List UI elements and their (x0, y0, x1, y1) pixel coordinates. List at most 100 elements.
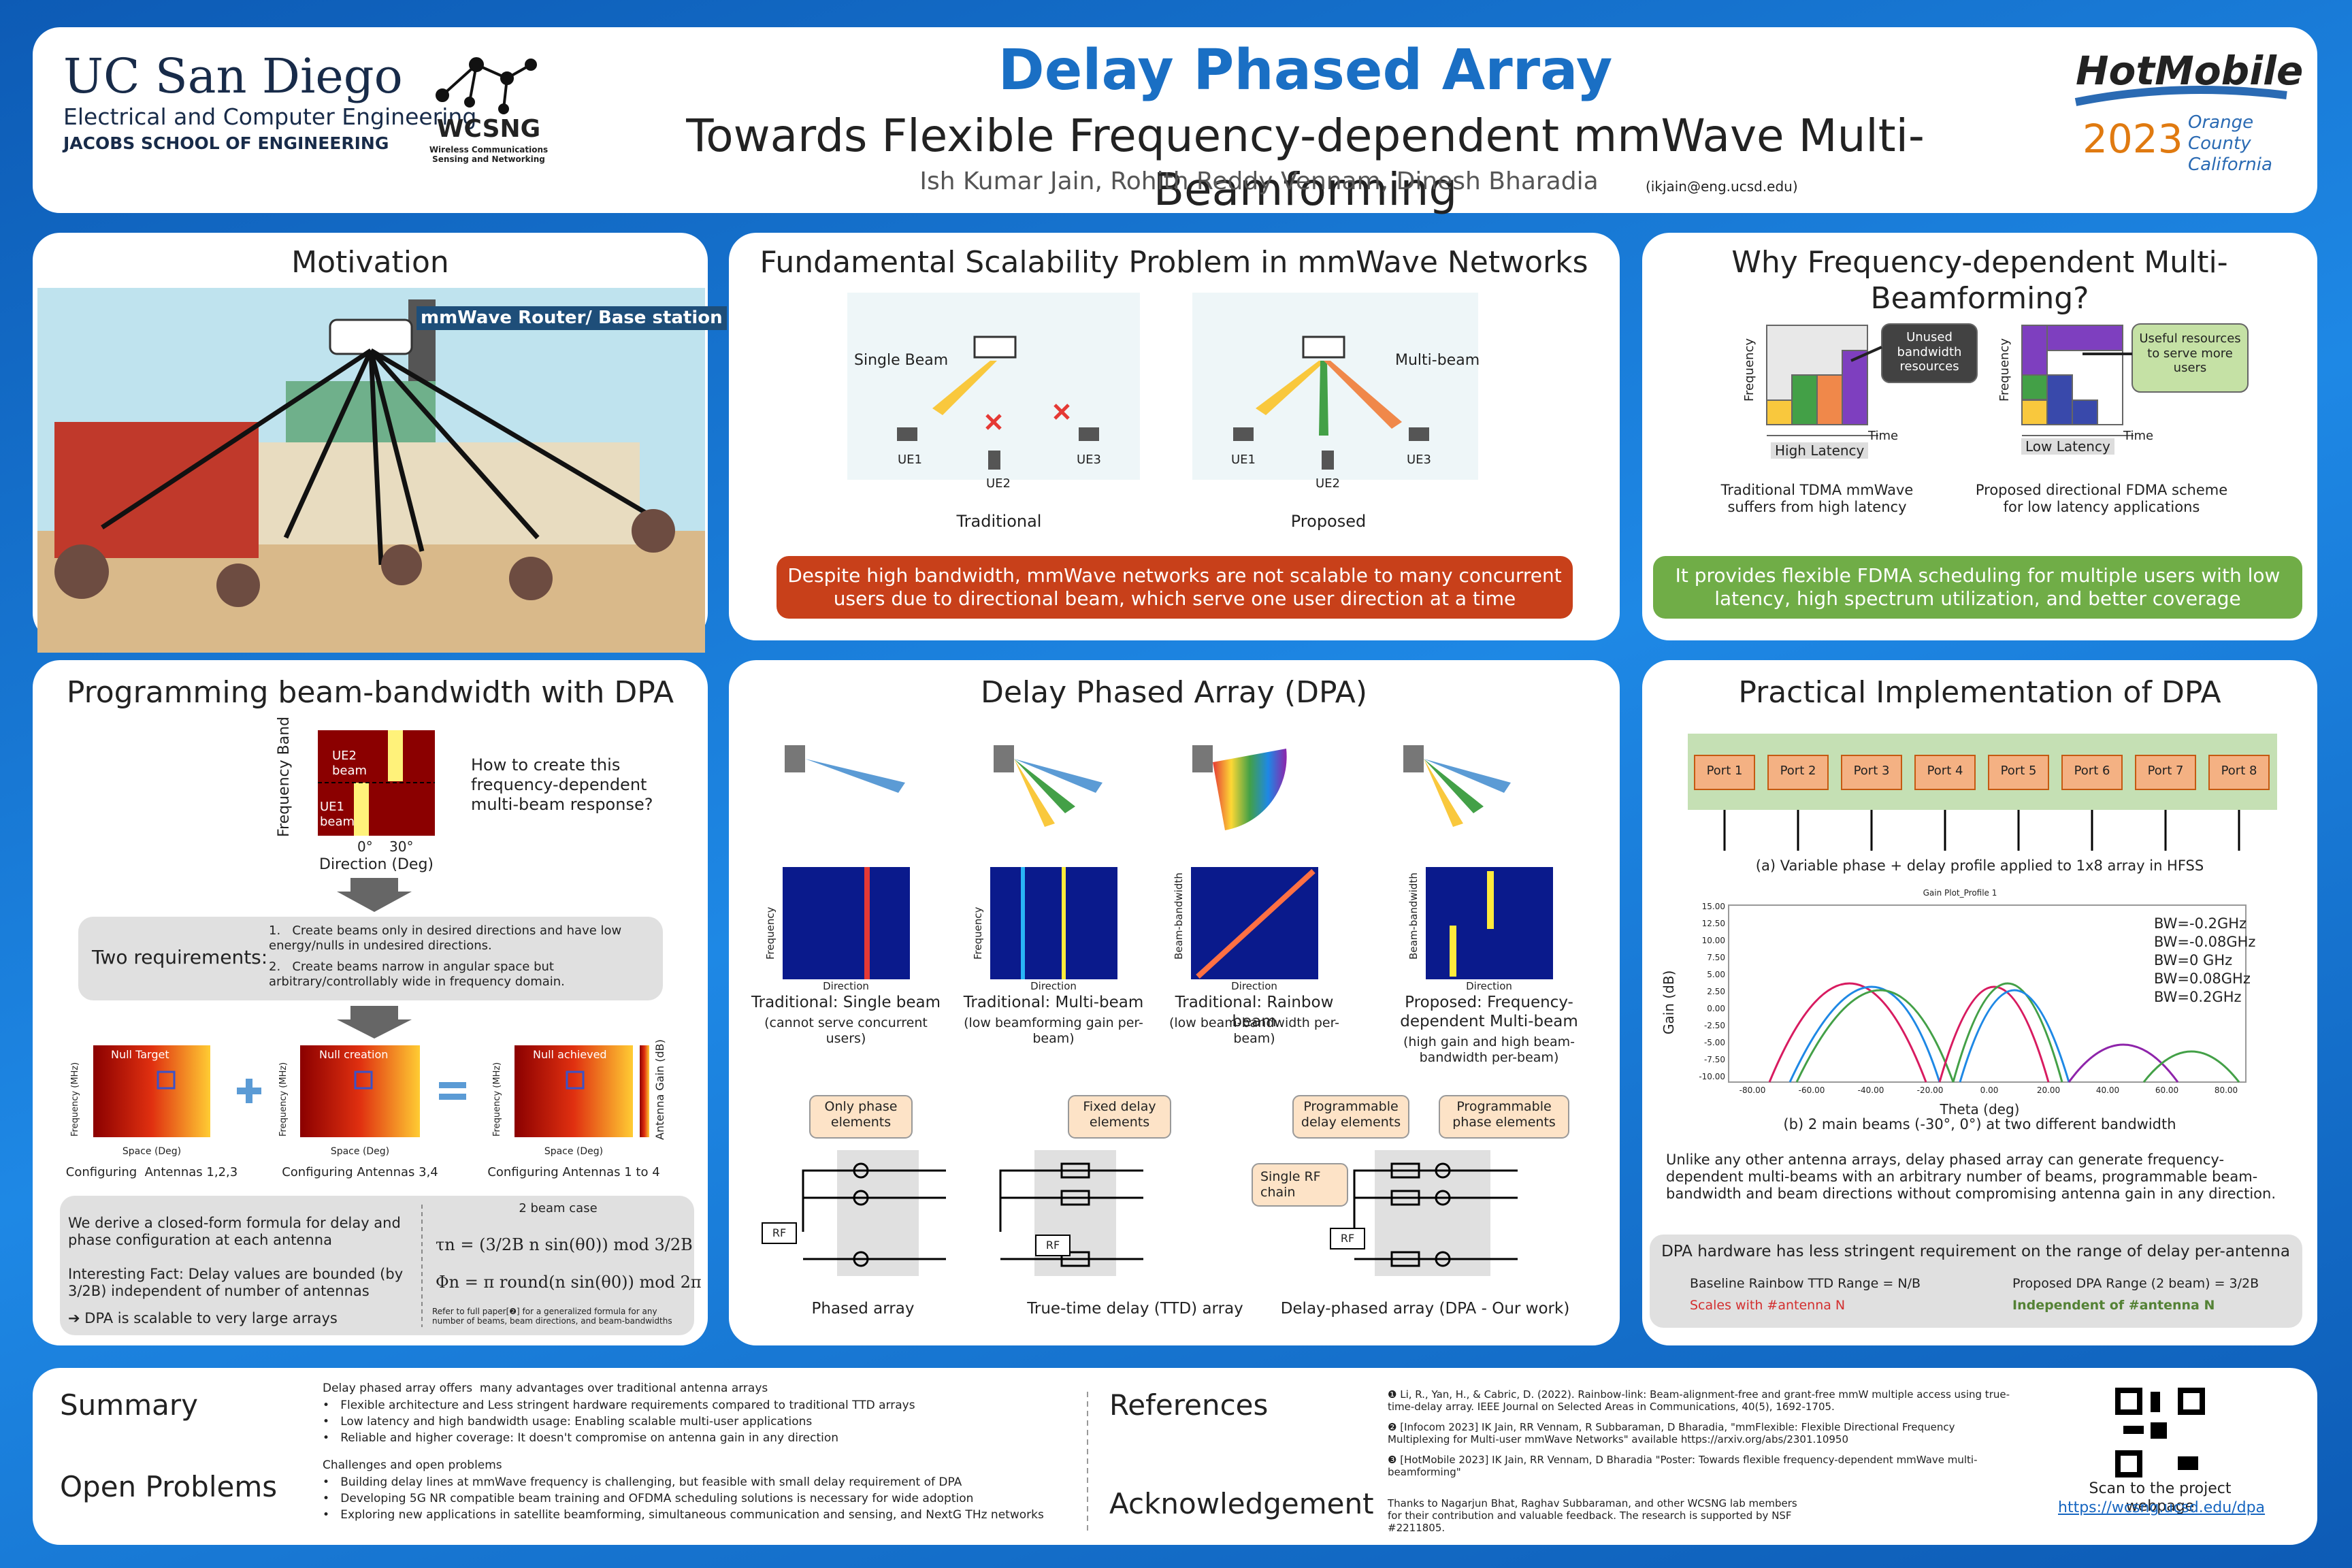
text: Proposed DPA Range (2 beam) = 3/2B (2012, 1276, 2259, 1291)
reference: ❸ [HotMobile 2023] IK Jain, RR Vennam, D… (1388, 1454, 1978, 1478)
caption: (low beamforming gain per-beam) (964, 1015, 1143, 1046)
section-title: Summary (60, 1388, 198, 1422)
axis: Space (Deg) (544, 1146, 604, 1157)
text: We derive a closed-form formula for dela… (68, 1215, 406, 1249)
axis: Direction (1466, 980, 1512, 992)
axis: Space (Deg) (330, 1146, 390, 1157)
label: UE1 beam (320, 800, 355, 829)
programming-figures (60, 730, 694, 1335)
note: Refer to full paper[❷] for a generalized… (432, 1307, 672, 1326)
dpa-figures (762, 745, 1569, 1276)
practical-figures (1650, 734, 2302, 1328)
axis: Frequency (1742, 338, 1757, 402)
caption: Traditional: Single beam (751, 994, 941, 1011)
axis: Frequency (MHz) (492, 1062, 502, 1137)
subtitle: Towards Flexible Frequency-dependent mmW… (686, 110, 1925, 216)
scalability-scenes (847, 293, 1478, 480)
x-tick-label: 20.00 (2036, 1085, 2061, 1095)
port-label: Port 6 (2074, 764, 2110, 778)
box-title: DPA hardware has less stringent requirem… (1661, 1243, 2290, 1260)
axis: Frequency (972, 906, 984, 960)
x-tick-label: -20.00 (1916, 1085, 1944, 1095)
port-label: Port 1 (1706, 764, 1743, 778)
logo-text: Wireless Communications Sensing and Netw… (429, 145, 551, 165)
caption: True-time delay (TTD) array (1027, 1300, 1243, 1318)
panel-title: Why Frequency-dependent Multi-Beamformin… (1731, 245, 2228, 316)
footer-figures (1087, 1388, 2205, 1531)
panel-title: Fundamental Scalability Problem in mmWav… (760, 245, 1588, 280)
text: Thanks to Nagarjun Bhat, Raghav Subbaram… (1388, 1497, 1801, 1534)
list-item: 2. Create beams narrow in angular space … (269, 960, 565, 989)
panel-title: Motivation (291, 245, 449, 280)
caption: Proposed: Frequency-dependent Multi-beam (1400, 994, 1578, 1030)
caption: (low beam-bandwidth per-beam) (1169, 1015, 1340, 1046)
port-label: Port 4 (1927, 764, 1963, 778)
y-tick-label: -2.50 (1703, 1021, 1725, 1030)
y-tick-label: 10.00 (1701, 936, 1725, 945)
axis: Frequency (MHz) (278, 1062, 289, 1137)
port-label: Port 2 (1780, 764, 1816, 778)
label: Null achieved (533, 1048, 607, 1061)
list-item: • Low latency and high bandwidth usage: … (323, 1415, 813, 1428)
why-grids (1766, 323, 2249, 436)
label: UE1 (1231, 453, 1256, 467)
reference: ❷ [Infocom 2023] IK Jain, RR Vennam, R S… (1388, 1421, 1959, 1446)
label: 2 beam case (519, 1201, 598, 1215)
x-tick-label: 80.00 (2214, 1085, 2238, 1095)
port-label: Port 5 (2000, 764, 2037, 778)
y-tick-label: 0.00 (1707, 1004, 1725, 1013)
axis: Antenna Gain (dB) (653, 1039, 666, 1140)
caption: (cannot serve concurrent users) (764, 1015, 932, 1046)
callout: Unused bandwidth resources (1897, 330, 1966, 374)
port-label: Port 3 (1853, 764, 1890, 778)
label: Proposed (1290, 512, 1367, 531)
caption: Traditional: Rainbow beam (1175, 994, 1339, 1030)
legend-label: BW=0.2GHz (2154, 989, 2242, 1005)
list-item: • Reliable and higher coverage: It doesn… (323, 1431, 839, 1445)
label: Multi-beam (1395, 352, 1480, 369)
conference: Orange County California (2188, 112, 2272, 176)
x-tick-label: -80.00 (1739, 1085, 1766, 1095)
text: Delay phased array offers many advantage… (323, 1382, 768, 1395)
label: RF (1045, 1239, 1060, 1252)
x-tick-label: 40.00 (2095, 1085, 2120, 1095)
label: Null Target (111, 1048, 169, 1061)
section-title: Acknowledgement (1109, 1487, 1374, 1520)
x-tick-label: 0.00 (1980, 1085, 1999, 1095)
axis: Direction (Deg) (319, 856, 434, 873)
callout: Useful resources to serve more users (2139, 331, 2245, 376)
callout: Only phase elements (824, 1099, 902, 1130)
port-label: Port 7 (2147, 764, 2184, 778)
caption: Traditional TDMA mmWave suffers from hig… (1720, 482, 1918, 516)
wcsng-icon (436, 57, 537, 114)
caption: Scan to the project webpage (2089, 1480, 2236, 1516)
axis: Frequency (MHz) (70, 1062, 80, 1137)
y-tick-label: -7.50 (1703, 1055, 1725, 1064)
text: Independent of #antenna N (2012, 1298, 2215, 1313)
caption: Phased array (811, 1300, 915, 1318)
callout: Programmable delay elements (1301, 1099, 1403, 1130)
caption: (a) Variable phase + delay profile appli… (1755, 858, 2204, 874)
list-item: • Exploring new applications in satellit… (323, 1508, 1044, 1522)
link[interactable]: https://wcsng.ucsd.edu/dpa (2058, 1499, 2266, 1516)
reference: ❶ Li, R., Yan, H., & Cabric, D. (2022). … (1388, 1388, 2010, 1413)
y-tick-label: 5.00 (1707, 970, 1725, 979)
text: Scales with #antenna N (1690, 1298, 1846, 1313)
list-item: • Developing 5G NR compatible beam train… (323, 1492, 974, 1505)
caption: Configuring Antennas 1 to 4 (487, 1165, 660, 1179)
logo-text: UC San Diego (63, 48, 403, 104)
axis: Direction (1231, 980, 1277, 992)
label: Two requirements: (92, 946, 268, 968)
panel-title: Programming beam-bandwidth with DPA (66, 675, 674, 710)
axis: Beam-bandwidth (1407, 872, 1420, 960)
authors: Ish Kumar Jain, Rohith Reddy Vennam, Din… (919, 167, 1599, 195)
caption: Proposed directional FDMA scheme for low… (1975, 482, 2232, 516)
x-tick-label: -40.00 (1857, 1085, 1884, 1095)
list-item: 1. Create beams only in desired directio… (269, 924, 622, 953)
title: Delay Phased Array (998, 38, 1613, 103)
axis: Beam-bandwidth (1173, 872, 1185, 960)
caption: Configuring Antennas 1,2,3 (65, 1165, 238, 1179)
callout: Single RF chain (1260, 1169, 1325, 1200)
axis: Direction (1030, 980, 1077, 992)
